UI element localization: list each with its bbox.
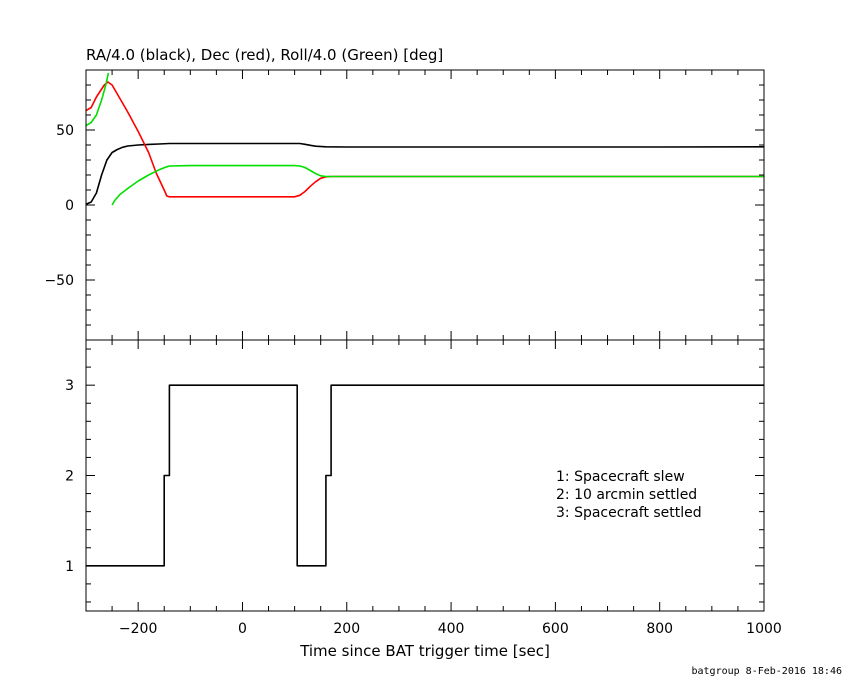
top-ytick-label: 50 bbox=[56, 123, 74, 139]
xtick-label: −200 bbox=[119, 621, 157, 637]
bottom-ytick-label: 3 bbox=[65, 378, 74, 394]
top-series-dec-line bbox=[86, 81, 764, 198]
xtick-label: 1000 bbox=[746, 621, 782, 637]
top-series-ra-4-0-line bbox=[86, 142, 764, 206]
footer-credit: batgroup 8-Feb-2016 18:46 bbox=[691, 666, 842, 677]
top-panel-frame bbox=[85, 69, 765, 341]
bottom-series-status-line bbox=[86, 384, 764, 567]
bottom-ytick-label: 2 bbox=[65, 469, 74, 485]
top-ytick-label: −50 bbox=[44, 273, 74, 289]
top-panel-series bbox=[86, 72, 764, 206]
top-ytick-label: 0 bbox=[65, 198, 74, 214]
top-series-roll-4-0-seg1-line bbox=[111, 164, 764, 206]
top-panel-ticks: −50 0 50 bbox=[44, 69, 765, 341]
xtick-label: 400 bbox=[438, 621, 465, 637]
legend-entry: 3: Spacecraft settled bbox=[556, 505, 702, 521]
xtick-label: 600 bbox=[542, 621, 569, 637]
xtick-label: 800 bbox=[646, 621, 673, 637]
top-panel: RA/4.0 (black), Dec (red), Roll/4.0 (Gre… bbox=[44, 46, 765, 341]
top-panel-title: RA/4.0 (black), Dec (red), Roll/4.0 (Gre… bbox=[86, 46, 443, 64]
xtick-label: 200 bbox=[333, 621, 360, 637]
status-legend: 1: Spacecraft slew 2: 10 arcmin settled 3:… bbox=[556, 469, 702, 521]
xtick-label: 0 bbox=[238, 621, 247, 637]
x-axis-label: Time since BAT trigger time [sec] bbox=[299, 642, 550, 660]
bottom-ytick-label: 1 bbox=[65, 559, 74, 575]
bottom-panel-series bbox=[86, 384, 764, 567]
legend-entry: 1: Spacecraft slew bbox=[556, 469, 685, 485]
top-series-roll-4-0-seg0-line bbox=[86, 72, 110, 127]
legend-entry: 2: 10 arcmin settled bbox=[556, 487, 697, 503]
bottom-panel: 1 2 3 −200 0 200 400 600 800 1000 1: Spacecraft s… bbox=[65, 339, 782, 660]
bottom-panel-frame bbox=[85, 339, 765, 612]
